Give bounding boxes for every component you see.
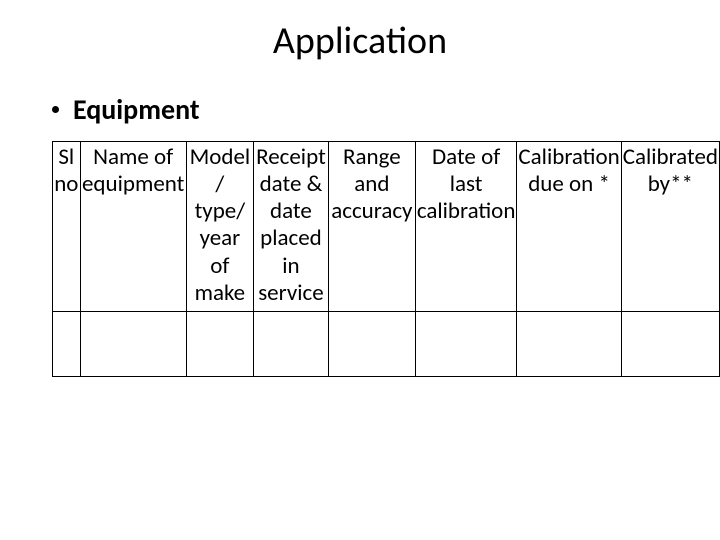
table-cell: [328, 311, 415, 376]
page-title: Application: [0, 0, 720, 92]
table-header-cell: Model / type/ year of make: [186, 142, 253, 312]
table-row: [53, 311, 720, 376]
table-cell: [53, 311, 81, 376]
table-header-cell: Calibration due on *: [517, 142, 621, 312]
table-cell: [80, 311, 186, 376]
table-header-cell: Range and accuracy: [328, 142, 415, 312]
table-header-cell: Name of equipment: [80, 142, 186, 312]
table-cell: [415, 311, 517, 376]
table-header-row: Sl noName of equipmentModel / type/ year…: [53, 142, 720, 312]
equipment-table: Sl noName of equipmentModel / type/ year…: [52, 141, 720, 377]
table-header-cell: Sl no: [53, 142, 81, 312]
table-cell: [517, 311, 621, 376]
table-header-cell: Receipt date & date placed in service: [254, 142, 329, 312]
table-header-cell: Calibrated by**: [621, 142, 719, 312]
table-header-cell: Date of last calibration: [415, 142, 517, 312]
table-cell: [621, 311, 719, 376]
bullet-row: Equipment: [0, 92, 720, 141]
table-cell: [254, 311, 329, 376]
bullet-icon: [52, 106, 59, 113]
slide: Application Equipment Sl noName of equip…: [0, 0, 720, 540]
bullet-text: Equipment: [73, 92, 200, 127]
table-cell: [186, 311, 253, 376]
